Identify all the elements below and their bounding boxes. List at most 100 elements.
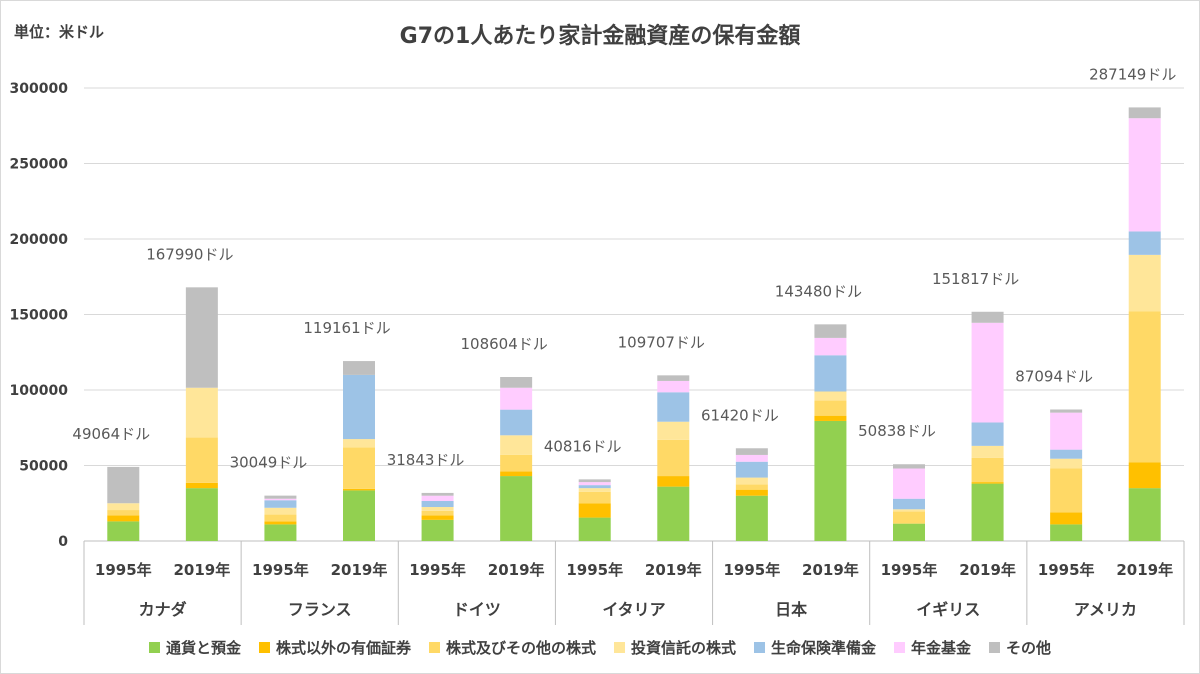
bar-segment [107,515,140,522]
bar-segment [971,457,1004,483]
group-label: アメリカ [1074,600,1137,619]
bar-segment [185,387,218,438]
bar-segment [107,510,140,516]
year-label: 2019年 [645,561,702,579]
bar-segment [343,374,375,440]
bar-segment [343,490,375,541]
legend-label: 通貨と預金 [165,639,241,657]
bar-segment [814,415,847,421]
year-label: 1995年 [1038,561,1095,579]
bar-segment [264,524,297,541]
legend-swatch [258,642,270,653]
bar-segment [971,483,1004,541]
bar-segment [578,479,611,483]
bar-segment [500,471,533,477]
year-label: 1995年 [409,561,466,579]
bar-segment [893,509,925,512]
year-label: 1995年 [881,561,938,579]
bar-segment [657,486,690,541]
group-label: ドイツ [453,600,501,619]
bar-segment [814,420,847,541]
bar-segment [343,447,375,489]
bar-segment [735,477,768,485]
bar-segment [500,387,533,410]
bar-segment [107,521,140,541]
bar-segment [893,498,925,510]
bar-segment [1050,412,1083,450]
bar-segment [657,375,690,381]
total-label: 50838ドル [858,422,936,440]
legend-item: 通貨と預金 [148,637,241,658]
bar-segment [1128,311,1161,463]
bar-segment [735,461,768,478]
bar-segment [735,454,768,462]
bar-segment [657,476,690,487]
bar-segment [1128,254,1161,312]
bar-segment [421,519,454,541]
year-label: 2019年 [802,561,859,579]
bar-segment [735,495,768,541]
bar-segment [893,464,925,469]
bar-segment [1128,488,1161,541]
legend-label: 生命保険準備金 [771,639,877,657]
bar-segment [814,391,847,401]
year-label: 2019年 [173,561,230,579]
bar-segment [657,421,690,440]
group-label: 日本 [775,600,807,619]
legend-item: 株式以外の有価証券 [258,637,411,658]
bar-segment [971,422,1004,446]
bar-segment [500,454,533,472]
total-label: 40816ドル [544,437,622,455]
legend-swatch [148,642,160,653]
bar-segment [185,437,218,483]
bar-segment [1050,512,1083,525]
bar-segment [1128,107,1161,119]
year-label: 2019年 [959,561,1016,579]
group-label: カナダ [139,600,187,619]
bar-segment [893,523,925,541]
legend-item: 年金基金 [894,637,971,658]
group-label: イタリア [602,600,665,619]
bar-segment [578,491,611,504]
total-label: 109707ドル [618,333,705,351]
bar-segment [1050,449,1083,459]
bar-segment [500,377,533,388]
year-label: 2019年 [331,561,388,579]
legend-swatch [428,642,440,653]
bar-segment [264,521,297,525]
bar-segment [578,503,611,518]
bar-segment [500,409,533,436]
bar-segment [500,476,533,541]
year-label: 2019年 [488,561,545,579]
total-label: 31843ドル [387,451,465,469]
bar-segment [971,482,1004,484]
year-label: 1995年 [252,561,309,579]
bar-segment [1050,468,1083,513]
bar-segment [343,439,375,448]
unit-label: 単位：米ドル [14,23,105,41]
bar-segment [1128,118,1161,232]
bar-segment [107,503,140,511]
legend-item: 株式及びその他の株式 [428,637,596,658]
bar-segment [578,517,611,541]
total-label: 287149ドル [1089,65,1176,83]
bar-segment [264,495,297,499]
bar-segment [264,514,297,522]
bar-segment [185,488,218,541]
bar-segment [578,482,611,486]
bar-segment [185,287,218,388]
year-label: 1995年 [566,561,623,579]
bar-segment [814,400,847,416]
bar-segment [107,466,140,504]
bar-segment [578,485,611,489]
bar-segment [421,495,454,501]
group-label: イギリス [916,600,980,619]
bar-segment [814,355,847,392]
bar-segment [343,488,375,491]
year-label: 1995年 [723,561,780,579]
year-label: 2019年 [1116,561,1173,579]
total-label: 143480ドル [775,282,862,300]
bar-segment [343,361,375,375]
group-label: フランス [288,600,352,619]
